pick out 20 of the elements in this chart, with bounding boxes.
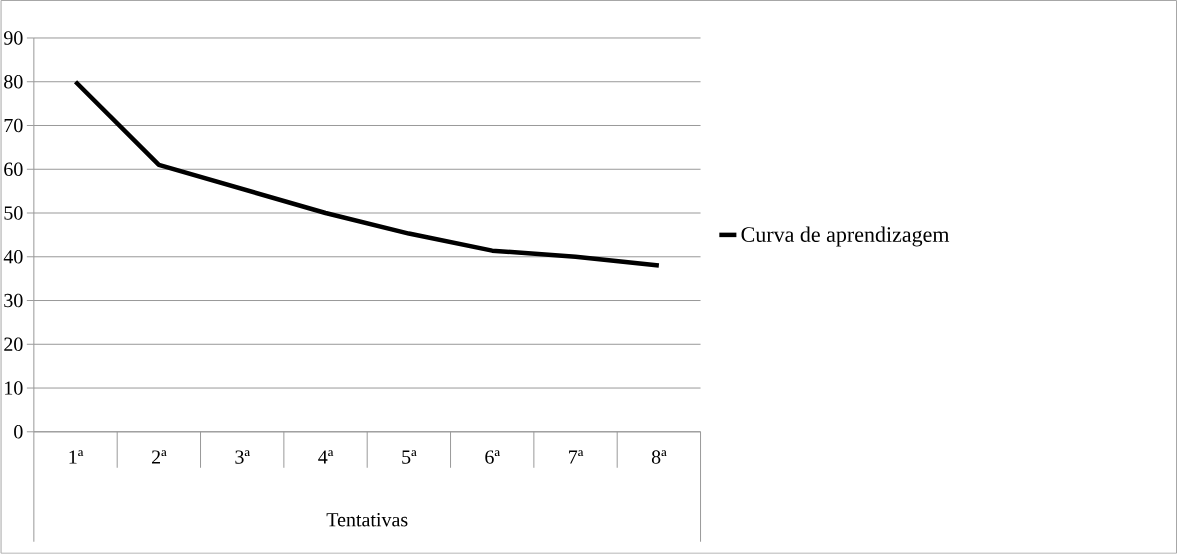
x-tick-label: 4ª — [318, 450, 334, 464]
x-tick-label: 7ª — [569, 450, 584, 464]
y-tick-label: 60 — [4, 162, 23, 177]
y-tick-label: 80 — [4, 75, 23, 89]
y-tick-label: 10 — [5, 381, 23, 395]
y-tick-label: 30 — [4, 293, 23, 308]
x-tick-label: 6ª — [485, 450, 500, 464]
x-tick-label: 1ª — [69, 450, 84, 464]
y-tick-label: 40 — [3, 250, 23, 264]
y-tick-label: 50 — [4, 206, 23, 220]
y-tick-label: 90 — [3, 31, 23, 45]
x-tick-label: 8ª — [651, 450, 667, 464]
x-tick-label: 2ª — [151, 450, 167, 464]
legend-label: Curva de aprendizagem — [741, 226, 950, 247]
y-tick-label: 70 — [4, 118, 23, 133]
y-tick-label: 0 — [14, 425, 23, 439]
x-tick-label: 5ª — [402, 450, 417, 464]
y-tick-label: 20 — [4, 337, 23, 352]
x-axis-title: Tentativas — [326, 513, 408, 527]
x-tick-label: 3ª — [235, 450, 250, 464]
